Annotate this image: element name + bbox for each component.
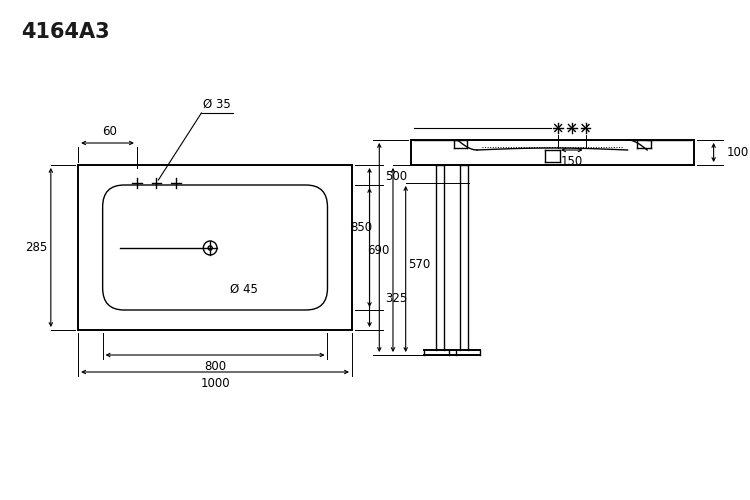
Text: 800: 800 — [204, 360, 226, 373]
Text: 60: 60 — [102, 125, 117, 138]
Text: 570: 570 — [408, 258, 430, 270]
Text: 100: 100 — [726, 146, 748, 159]
Text: 690: 690 — [367, 244, 389, 256]
Bar — [78, 165, 352, 330]
Text: 325: 325 — [386, 292, 407, 304]
Text: 4164A3: 4164A3 — [22, 22, 110, 42]
Text: Ø 45: Ø 45 — [230, 283, 257, 296]
Text: 1000: 1000 — [200, 377, 230, 390]
FancyBboxPatch shape — [103, 185, 328, 310]
Text: 285: 285 — [25, 241, 47, 254]
Text: 500: 500 — [386, 170, 407, 183]
Text: 150: 150 — [561, 155, 583, 168]
Text: 850: 850 — [350, 221, 373, 234]
Text: Ø 35: Ø 35 — [203, 98, 231, 111]
